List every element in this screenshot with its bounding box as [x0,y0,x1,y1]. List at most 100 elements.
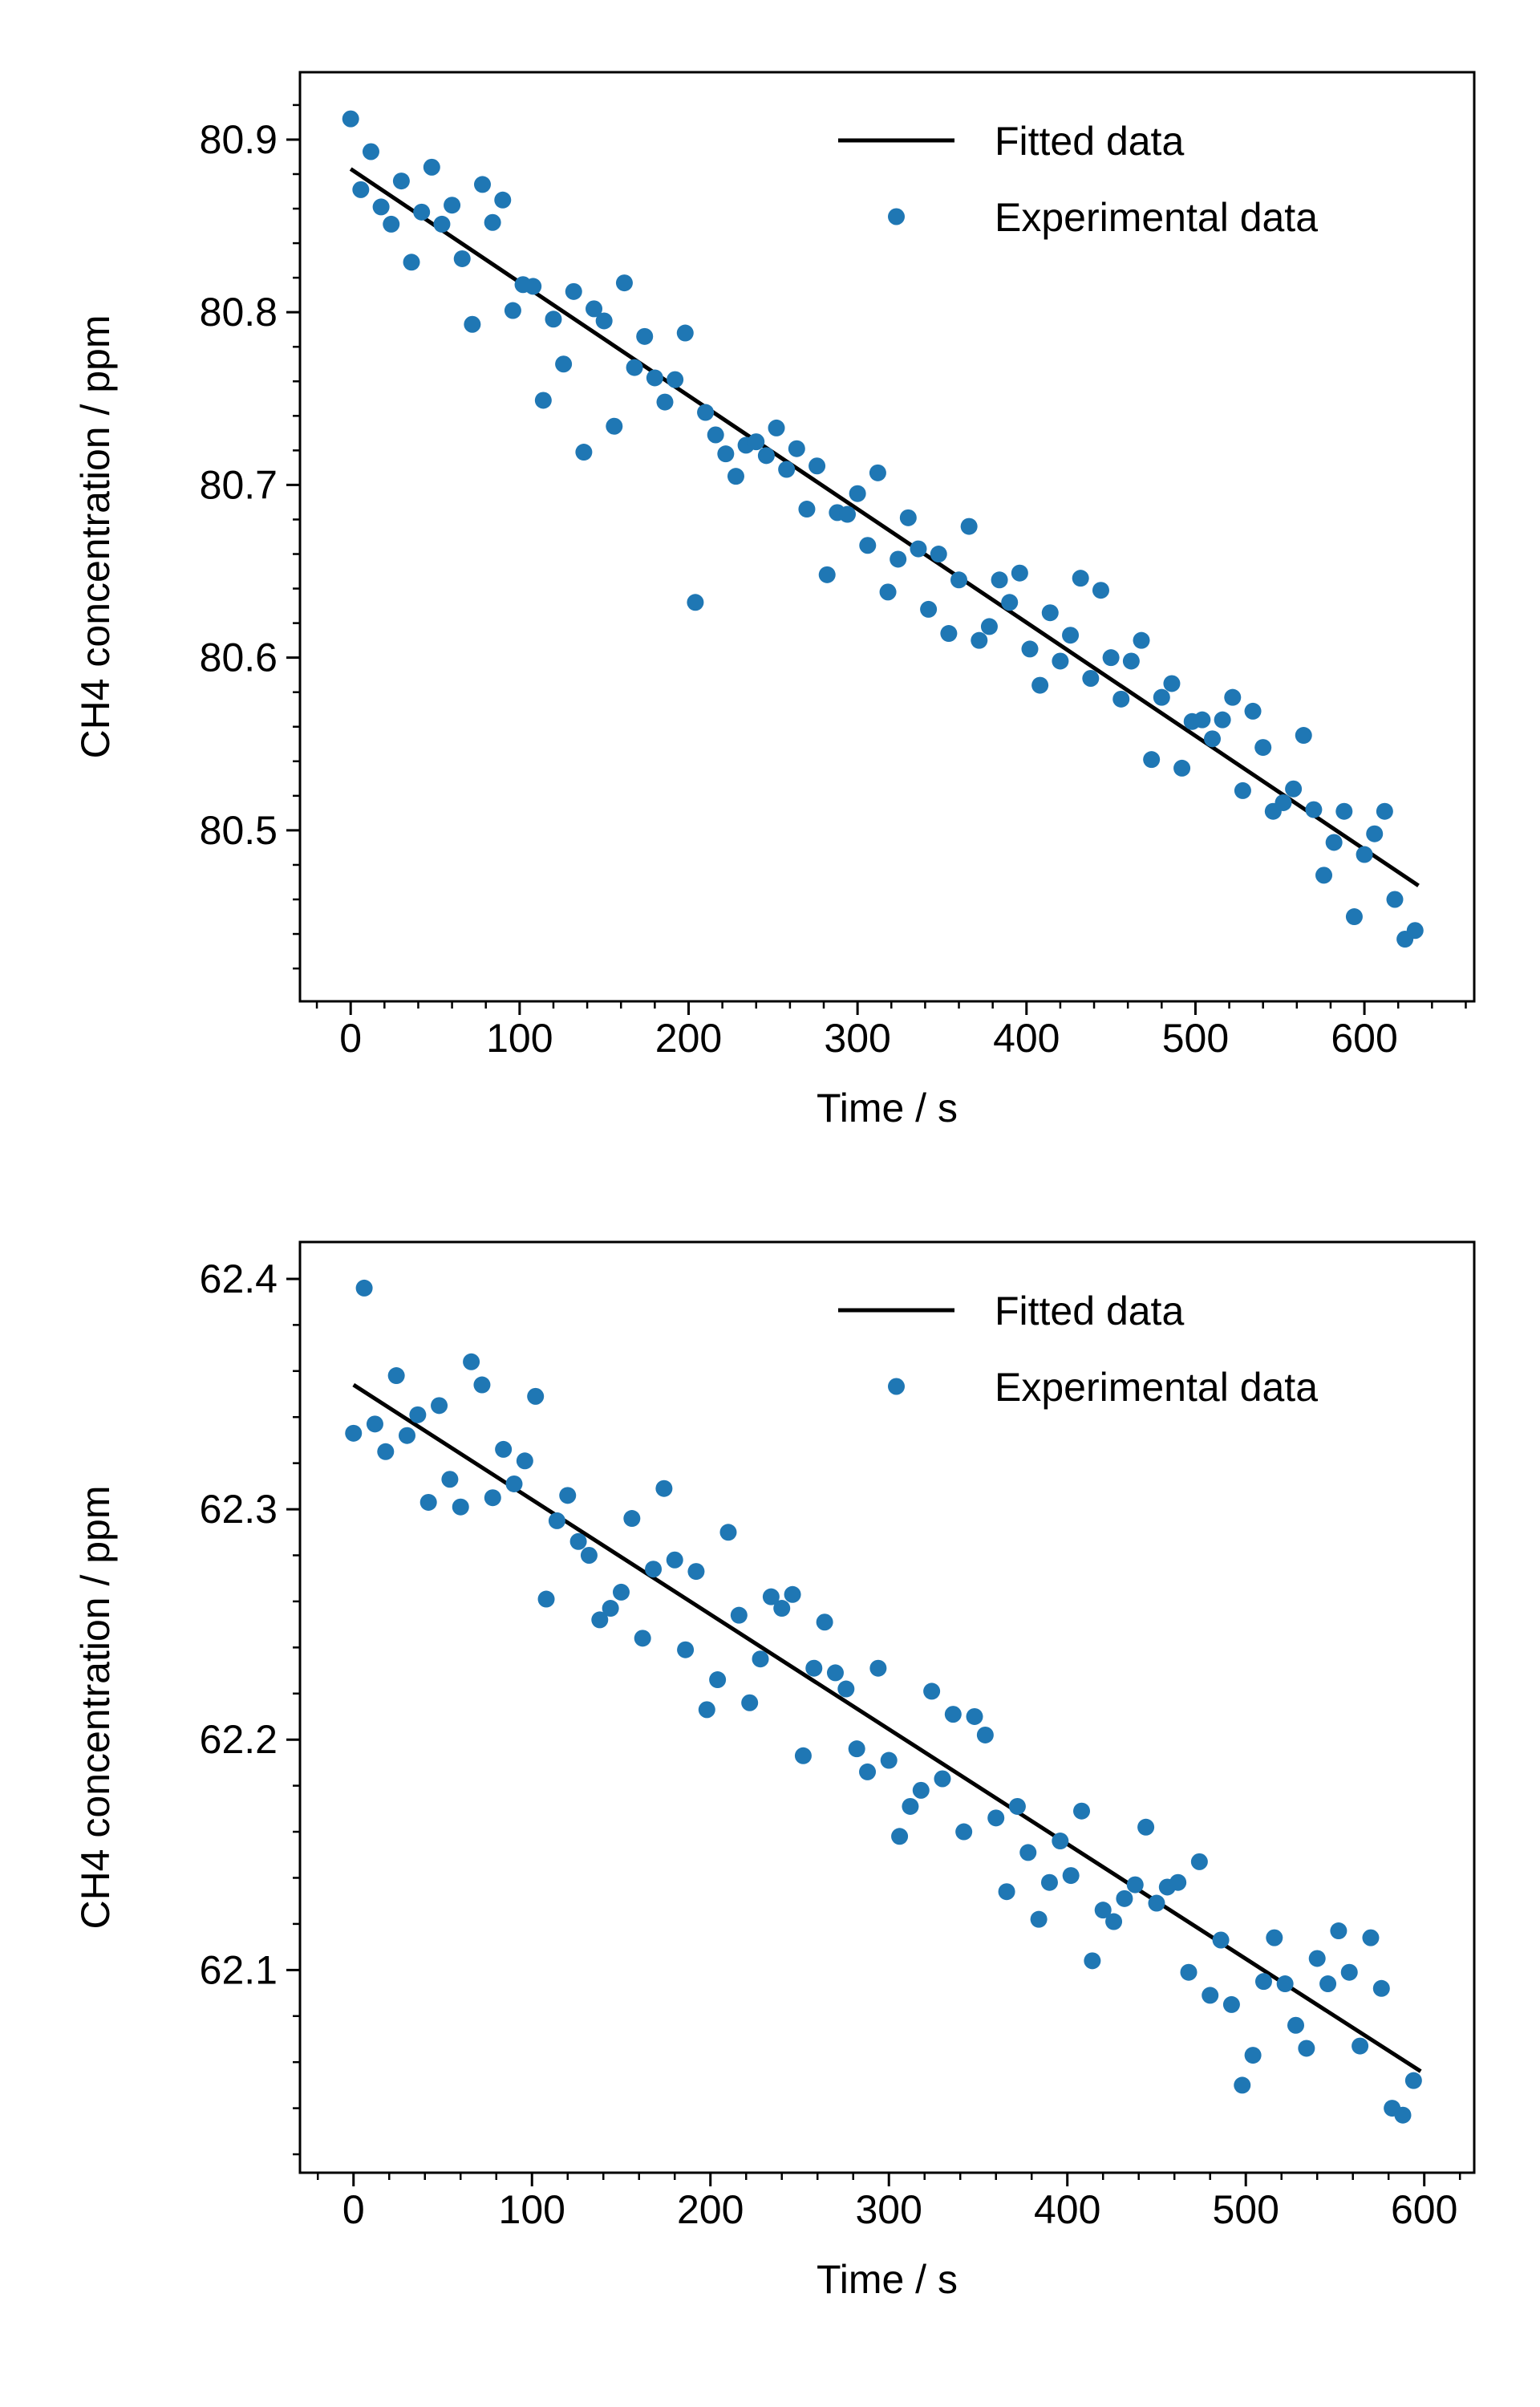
data-point [392,173,410,190]
data-point [1285,780,1303,798]
data-point [1319,1975,1337,1993]
data-point [1011,564,1028,582]
data-point [891,1828,909,1845]
data-point [805,1659,823,1677]
data-point [1308,1950,1326,1967]
data-point [1386,891,1404,908]
y-tick-label: 62.2 [200,1717,278,1762]
data-point [1287,2016,1305,2034]
data-point [545,311,562,328]
data-point [548,1512,565,1529]
data-point [808,457,826,475]
legend: Fitted data Experimental data [838,119,1318,240]
y-tick-label: 62.4 [200,1256,278,1301]
data-point [1224,688,1242,706]
data-point [505,1475,523,1492]
data-point [655,1480,673,1497]
data-point [707,426,724,444]
x-tick-label: 300 [856,2187,922,2232]
data-point [623,1510,641,1528]
data-point [1362,1929,1380,1946]
data-point [595,312,613,330]
data-point [537,1590,555,1608]
data-point [1376,802,1393,820]
data-point [910,540,927,558]
data-point [1335,802,1353,820]
data-point [848,1740,865,1758]
data-point [409,1406,427,1423]
x-tick-label: 200 [655,1016,722,1061]
data-point [1295,727,1312,745]
legend-label: Fitted data [995,119,1184,164]
data-point [433,215,451,233]
data-point [966,1707,983,1725]
data-point [1019,1844,1037,1861]
legend-label: Experimental data [995,1365,1318,1410]
data-point [816,1613,833,1631]
legend: Fitted data Experimental data [838,1289,1318,1410]
data-point [1234,781,1251,799]
x-tick-label: 0 [339,1016,362,1061]
data-point [930,546,947,563]
data-point [1330,1922,1348,1940]
x-tick-label: 100 [499,2187,565,2232]
y-tick-label: 80.5 [200,808,278,853]
data-point [1212,1931,1230,1949]
data-point [1234,2076,1251,2094]
data-point [1122,652,1140,670]
data-point [934,1770,951,1788]
x-axis-label: Time / s [817,1086,958,1130]
data-point [667,371,684,388]
data-point [377,1443,395,1460]
legend-point-swatch [888,208,905,225]
data-point [818,566,836,583]
data-point [1126,1876,1144,1894]
data-point [342,110,359,128]
data-point [950,571,968,589]
data-point [1202,1987,1219,2004]
data-point [709,1671,727,1689]
data-point [484,1489,501,1507]
data-point [606,417,623,435]
data-point [741,1694,759,1711]
data-point [944,1706,962,1723]
data-point [784,1585,801,1603]
y-tick-label: 80.6 [200,635,278,680]
data-point [1266,1929,1283,1946]
data-point [902,1797,919,1815]
legend-point-swatch [888,1378,905,1395]
data-point [890,550,907,568]
data-point [677,1641,695,1658]
data-point [768,419,785,436]
data-point [525,278,542,295]
data-point [1372,1979,1390,1997]
x-tick-label: 300 [824,1016,890,1061]
data-point [762,1588,780,1605]
x-tick-label: 400 [993,1016,1060,1061]
data-point [504,302,521,319]
data-point [602,1600,619,1618]
data-point [899,509,917,526]
data-point [565,282,582,300]
data-point [838,505,856,523]
data-point [372,198,390,216]
data-point [495,1440,513,1458]
data-point [920,600,938,618]
data-point [1190,1853,1208,1870]
data-point [698,1701,715,1719]
data-point [960,518,978,535]
data-point [798,501,816,518]
data-point [991,571,1008,589]
data-point [687,1563,705,1581]
data-point [998,1883,1015,1901]
data-point [666,1551,683,1569]
data-point [413,203,431,221]
data-point [1153,688,1170,706]
y-axis-label: CH4 concentration / ppm [73,1485,118,1929]
data-point [463,1353,480,1370]
data-point [1073,1802,1091,1820]
data-point [1254,739,1272,757]
data-point [1406,922,1424,940]
data-point [980,618,998,635]
